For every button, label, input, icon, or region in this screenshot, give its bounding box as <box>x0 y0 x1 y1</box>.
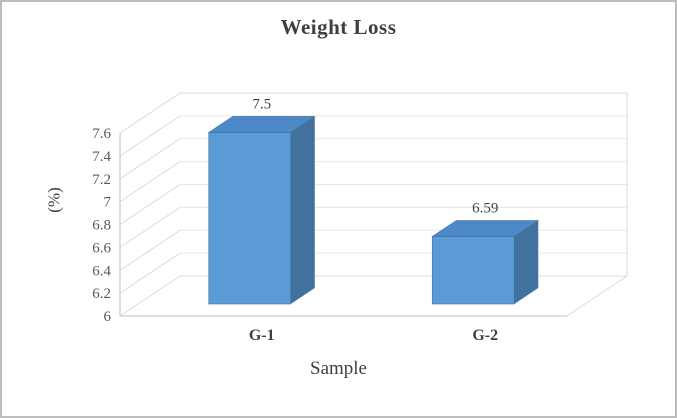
y-tick-label: 7 <box>104 195 112 211</box>
gridline-sidewall <box>119 161 181 203</box>
y-tick-label: 7.4 <box>92 149 111 165</box>
category-label-G-2: G-2 <box>472 327 498 344</box>
floor-right-edge <box>566 275 628 317</box>
chart-title: Weight Loss <box>280 15 397 39</box>
gridline-sidewall <box>119 138 181 180</box>
y-tick-label: 6.8 <box>92 218 111 234</box>
y-tick-label: 6.4 <box>92 263 111 279</box>
bar-front-G-1 <box>208 132 292 305</box>
x-axis-title: Sample <box>310 358 367 379</box>
y-tick-label: 6 <box>104 309 112 325</box>
y-tick-label: 7.6 <box>92 126 111 142</box>
data-label-G-2: 6.59 <box>472 201 498 217</box>
gridline-sidewall <box>119 206 181 248</box>
gridline-sidewall <box>119 229 181 271</box>
y-tick-label: 6.2 <box>92 286 111 302</box>
category-label-G-1: G-1 <box>249 327 275 344</box>
bar-side-G-1 <box>290 116 315 304</box>
gridline-sidewall <box>119 275 181 317</box>
bar-side-G-2 <box>514 220 539 304</box>
gridline-sidewall <box>119 252 181 294</box>
y-tick-label: 6.6 <box>92 240 111 256</box>
bar-front-G-2 <box>431 236 515 305</box>
data-label-G-1: 7.5 <box>252 96 271 112</box>
y-tick-label: 7.2 <box>92 172 111 188</box>
gridline-sidewall <box>119 115 181 157</box>
gridline-sidewall <box>119 92 181 134</box>
gridline-sidewall <box>119 184 181 225</box>
